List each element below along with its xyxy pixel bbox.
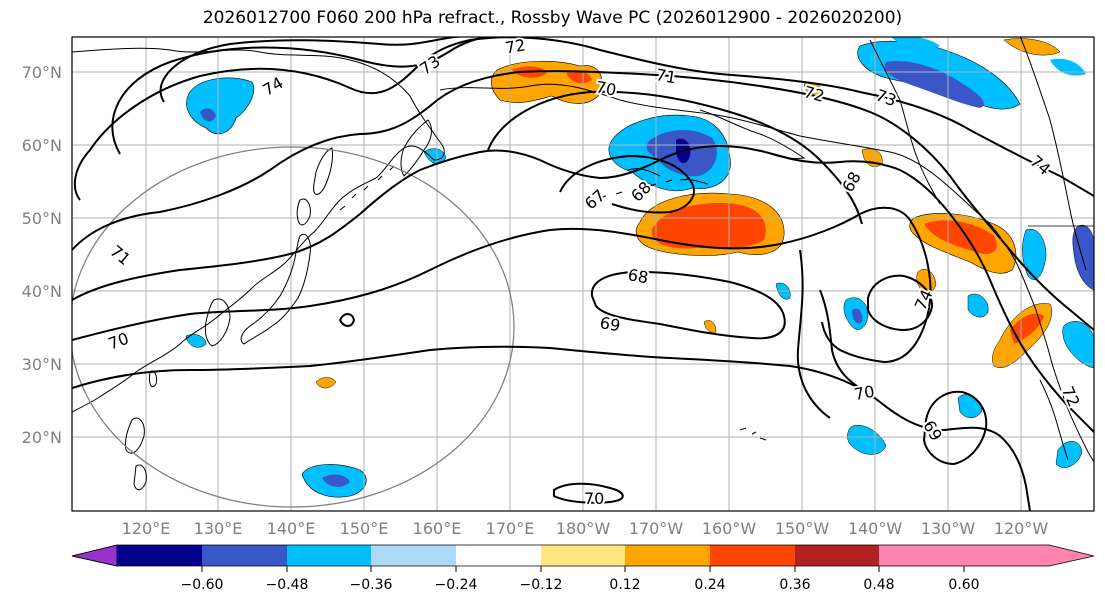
anomaly-positive-patch — [651, 203, 766, 249]
colorbar-tick-label: −0.24 — [435, 577, 478, 593]
lat-label: 50°N — [22, 209, 62, 228]
colorbar-tick-label: 0.12 — [609, 577, 640, 593]
lon-label: 130°W — [921, 519, 976, 538]
shaded-anomalies — [185, 37, 1094, 498]
colorbar-segment — [710, 545, 795, 566]
colorbar-tick-label: 0.36 — [779, 577, 810, 593]
map-title: 2026012700 F060 200 hPa refract., Rossby… — [202, 8, 903, 28]
contour-label: 72 — [504, 35, 527, 57]
colorbar-tick-label: 0.24 — [694, 577, 725, 593]
anomaly-negative-patch — [967, 293, 989, 318]
coastlines — [72, 37, 1094, 491]
anomaly-positive-patch — [703, 320, 717, 333]
lon-label: 140°E — [267, 519, 316, 538]
lon-label: 130°E — [194, 519, 243, 538]
contour-label: 70 — [584, 489, 604, 508]
anomaly-positive-patch — [315, 377, 337, 389]
anomaly-negative-patch — [186, 77, 255, 135]
colorbar-tick-label: −0.36 — [350, 577, 393, 593]
latitude-labels: 70°N 60°N 50°N 40°N 30°N 20°N — [22, 63, 62, 447]
colorbar-segment — [541, 545, 625, 566]
reference-circle — [72, 146, 515, 508]
colorbar-extend-low — [71, 544, 118, 567]
colorbar-tick-label: −0.12 — [520, 577, 563, 593]
refractivity-contours — [72, 37, 1094, 511]
lon-label: 160°E — [413, 519, 462, 538]
contour-label: 71 — [654, 65, 677, 87]
colorbar-segment — [117, 545, 202, 566]
lon-label: 150°E — [340, 519, 389, 538]
anomaly-negative-patch — [1055, 441, 1083, 468]
anomaly-positive-patch — [1010, 313, 1044, 344]
anomaly-negative-patch — [322, 474, 350, 487]
lat-label: 20°N — [22, 428, 62, 447]
colorbar-segment — [625, 545, 710, 566]
anomaly-negative-patch — [847, 424, 887, 455]
anomaly-positive-patch — [924, 220, 997, 255]
colorbar-segment — [371, 545, 456, 566]
contour-label: 70 — [594, 77, 617, 99]
colorbar-tick-label: 0.48 — [863, 577, 894, 593]
contour-label: 68 — [626, 265, 649, 287]
colorbar-segment — [202, 545, 287, 566]
contour-label: 69 — [598, 313, 621, 335]
lat-label: 30°N — [22, 355, 62, 374]
longitude-labels: 120°E 130°E 140°E 150°E 160°E 170°E 180°… — [122, 519, 1049, 538]
colorbar-segment — [287, 545, 371, 566]
anomaly-negative-patch — [185, 334, 207, 348]
lon-label: 170°E — [486, 519, 535, 538]
colorbar-tick-label: −0.60 — [181, 577, 224, 593]
anomaly-negative-patch — [884, 60, 984, 108]
lat-label: 70°N — [22, 63, 62, 82]
lon-label: 180°W — [556, 519, 611, 538]
anomaly-negative-patch — [423, 148, 447, 164]
colorbar-extend-high — [964, 545, 1094, 566]
anomaly-negative-patch — [200, 108, 216, 122]
anomaly-negative-patch — [891, 37, 940, 50]
colorbar-tick-label: 0.60 — [948, 577, 979, 593]
lon-label: 140°W — [848, 519, 903, 538]
lon-label: 120°E — [122, 519, 171, 538]
lat-label: 40°N — [22, 282, 62, 301]
anomaly-negative-patch — [1050, 58, 1086, 76]
anomaly-negative-patch — [1062, 321, 1094, 369]
anomaly-negative-patch — [1022, 228, 1047, 280]
colorbar-segment — [456, 545, 541, 566]
colorbar: −0.60 −0.48 −0.36 −0.24 −0.12 0.12 0.24 … — [71, 544, 1095, 593]
lon-label: 120°W — [994, 519, 1049, 538]
colorbar-tick-label: −0.48 — [266, 577, 309, 593]
anomaly-positive-patch — [566, 70, 592, 84]
colorbar-segment — [879, 545, 964, 566]
contour-label: 70 — [853, 382, 876, 404]
lon-label: 150°W — [775, 519, 830, 538]
anomaly-negative-patch — [852, 308, 863, 324]
map-frame — [71, 36, 1095, 512]
lon-label: 160°W — [702, 519, 757, 538]
lat-label: 60°N — [22, 136, 62, 155]
colorbar-segment — [795, 545, 879, 566]
lon-label: 170°W — [629, 519, 684, 538]
